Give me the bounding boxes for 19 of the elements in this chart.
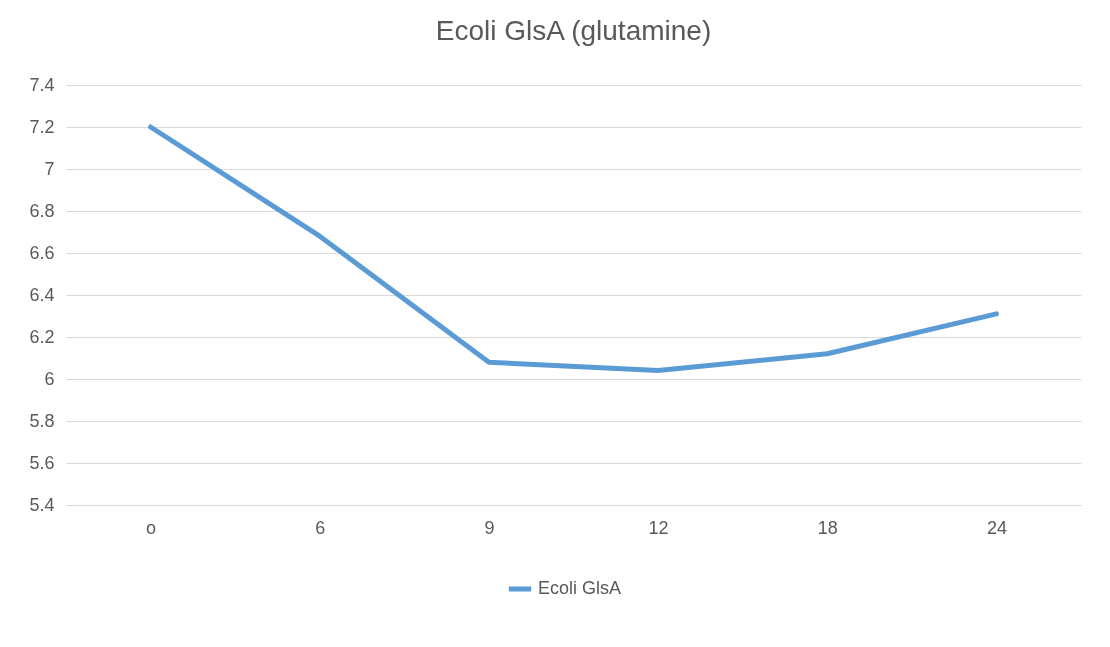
y-tick-label: 6.4 [29,284,55,305]
y-tick-label: 7.2 [29,116,55,137]
x-tick-label: 18 [817,517,838,538]
x-tick-label: 9 [484,517,495,538]
legend-label: Ecoli GlsA [538,578,622,598]
y-tick-label: 5.4 [29,494,55,515]
y-tick-label: 6.6 [29,242,55,263]
y-tick-label: 6.8 [29,200,55,221]
x-tick-label: 6 [315,517,326,538]
y-tick-label: 7 [44,158,55,179]
x-tick-label: 24 [986,517,1007,538]
y-tick-label: 7.4 [29,74,55,95]
x-tick-label: 12 [648,517,669,538]
y-tick-label: 6.2 [29,326,55,347]
y-tick-label: 6 [44,368,55,389]
y-tick-label: 5.8 [29,410,55,431]
x-tick-label: o [146,517,157,538]
chart-title: Ecoli GlsA (glutamine) [435,15,712,46]
y-tick-label: 5.6 [29,452,55,473]
